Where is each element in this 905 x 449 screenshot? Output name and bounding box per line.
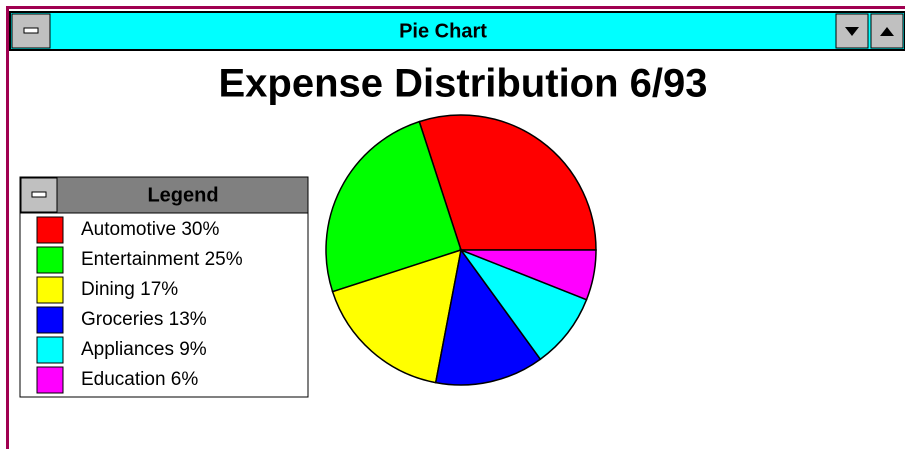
legend-label: Appliances 9% [81, 339, 207, 360]
legend-swatch [36, 246, 64, 274]
title-bar [9, 11, 905, 51]
legend-swatch [36, 276, 64, 304]
system-menu-icon [23, 27, 39, 34]
legend-value: 25% [205, 249, 243, 270]
legend-value: 6% [171, 369, 199, 390]
legend-value: 30% [181, 219, 219, 240]
pie-slice [331, 248, 462, 384]
legend-label: Education 6% [81, 369, 198, 390]
legend-category: Appliances [81, 339, 174, 360]
legend-label: Entertainment 25% [81, 249, 243, 270]
legend-menu-icon [31, 191, 47, 198]
legend-category: Entertainment [81, 249, 200, 270]
legend-box [19, 176, 309, 398]
legend-label: Dining 17% [81, 279, 178, 300]
legend-header [19, 176, 309, 214]
legend-title: Legend [147, 184, 218, 206]
legend-swatch [36, 336, 64, 364]
legend-category: Automotive [81, 219, 176, 240]
window-title: Pie Chart [399, 20, 487, 42]
legend-value: 17% [140, 279, 178, 300]
legend: Legend Automotive 30% Entertainment 25% Di… [19, 176, 309, 398]
minimize-icon [845, 27, 859, 36]
legend-swatch [36, 366, 64, 394]
pie-slice [325, 120, 462, 293]
legend-category: Education [81, 369, 166, 390]
maximize-icon [880, 27, 894, 36]
pie-slice [434, 248, 542, 386]
legend-label: Groceries 13% [81, 309, 207, 330]
legend-value: 9% [179, 339, 207, 360]
legend-value: 13% [169, 309, 207, 330]
legend-swatch [36, 306, 64, 334]
pie-slice [460, 249, 597, 301]
legend-swatch [36, 216, 64, 244]
window-frame [6, 6, 905, 449]
legend-category: Groceries [81, 309, 163, 330]
chart-title: Expense Distribution 6/93 [218, 62, 707, 106]
pie-slice [418, 114, 597, 251]
legend-category: Dining [81, 279, 135, 300]
legend-label: Automotive 30% [81, 219, 219, 240]
